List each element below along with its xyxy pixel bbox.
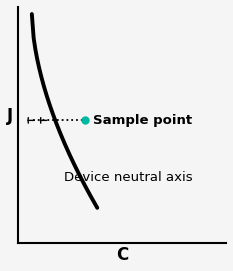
Text: Device neutral axis: Device neutral axis: [64, 171, 193, 184]
X-axis label: C: C: [116, 246, 128, 264]
Text: Sample point: Sample point: [93, 114, 192, 127]
Y-axis label: J: J: [7, 107, 13, 125]
